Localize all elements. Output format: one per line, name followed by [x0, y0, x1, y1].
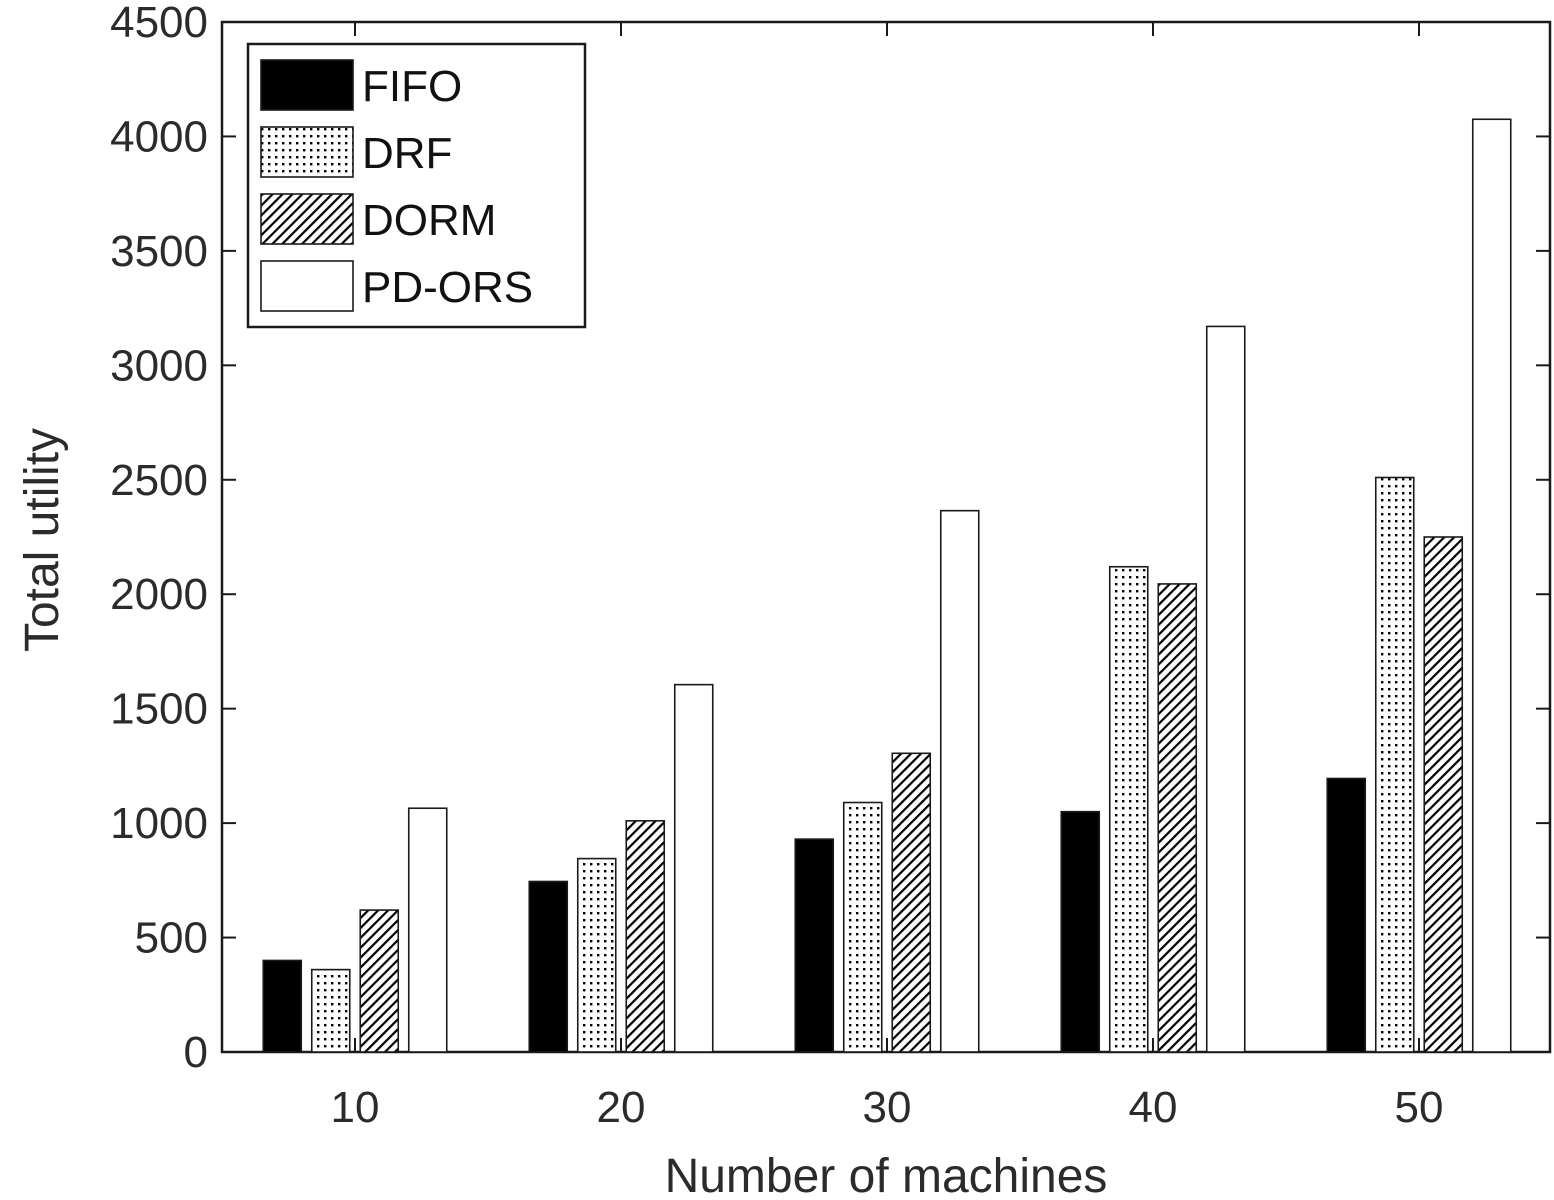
bar-pd-ors-30: [939, 509, 980, 1053]
y-tick-label: 1500: [110, 685, 208, 734]
legend-swatch-pd-ors: [260, 260, 354, 312]
x-axis-title: Number of machines: [665, 1150, 1108, 1200]
bar-dorm-10: [359, 909, 400, 1053]
y-tick-label: 4000: [110, 112, 208, 161]
bar-drf-30: [842, 801, 883, 1053]
y-tick-label: 3000: [110, 341, 208, 390]
x-tick-label: 40: [1129, 1083, 1178, 1132]
y-tick-label: 0: [184, 1028, 208, 1077]
legend: FIFO DRF DORM PD-ORS: [246, 42, 587, 329]
x-tick-label: 10: [331, 1083, 380, 1132]
y-tick-label: 4500: [110, 0, 208, 47]
bar-fifo-40: [1060, 810, 1101, 1053]
bars-group: [262, 118, 1512, 1053]
bar-fifo-10: [262, 959, 303, 1053]
bar-dorm-20: [625, 820, 666, 1053]
y-tick-label: 2500: [110, 456, 208, 505]
y-tick-label: 3500: [110, 227, 208, 276]
y-tick-label: 1000: [110, 799, 208, 848]
legend-swatch-drf: [260, 126, 354, 178]
bar-fifo-20: [528, 880, 569, 1053]
legend-swatch-fifo: [260, 59, 354, 111]
legend-label-dorm: DORM: [362, 196, 496, 245]
bar-dorm-40: [1157, 583, 1198, 1053]
legend-label-fifo: FIFO: [362, 62, 462, 111]
bar-drf-20: [576, 857, 617, 1053]
bar-dorm-30: [891, 752, 932, 1053]
bar-drf-10: [310, 968, 351, 1053]
bar-pd-ors-40: [1205, 325, 1246, 1053]
bar-pd-ors-20: [673, 683, 714, 1053]
y-tick-label: 2000: [110, 570, 208, 619]
bar-pd-ors-50: [1471, 118, 1512, 1053]
legend-label-pd-ors: PD-ORS: [362, 263, 533, 312]
bar-fifo-30: [794, 838, 835, 1053]
x-axis: 10 20 30 40 50: [331, 22, 1444, 1132]
bar-dorm-50: [1423, 536, 1464, 1053]
x-tick-label: 30: [863, 1083, 912, 1132]
bar-drf-50: [1374, 476, 1415, 1053]
y-axis-title: Total utility: [16, 428, 69, 652]
legend-label-drf: DRF: [362, 129, 452, 178]
bar-fifo-50: [1326, 777, 1367, 1053]
bar-drf-40: [1108, 565, 1149, 1053]
legend-swatch-dorm: [260, 193, 354, 245]
x-tick-label: 20: [597, 1083, 646, 1132]
y-axis: 0 500 1000 1500 2000 2500 3000 3500 4000 4500: [110, 0, 1550, 1077]
y-tick-label: 500: [135, 914, 208, 963]
x-tick-label: 50: [1395, 1083, 1444, 1132]
bar-pd-ors-10: [407, 807, 448, 1053]
